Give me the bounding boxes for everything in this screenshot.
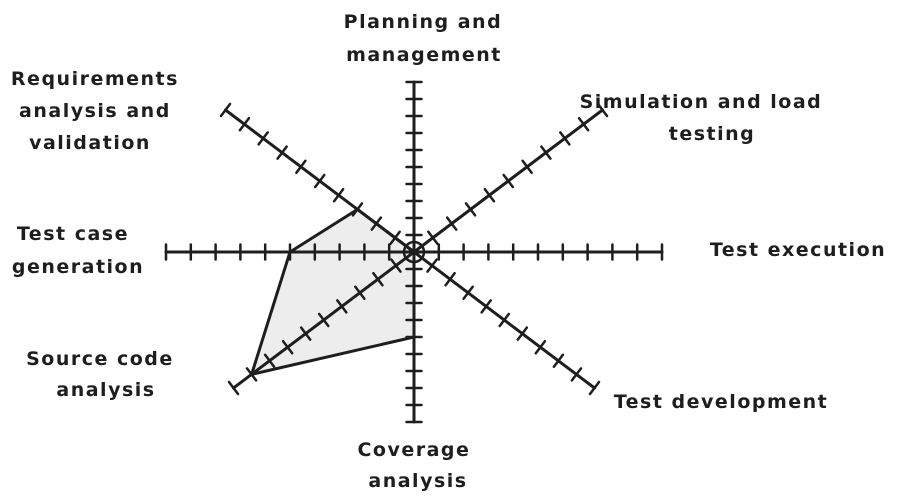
tick-simulation-4 <box>483 187 496 203</box>
label-coverage: Coverage analysis <box>357 439 478 492</box>
tick-development-6 <box>516 326 529 341</box>
axes-layer <box>164 80 664 424</box>
tick-requirements-4 <box>332 187 345 203</box>
tick-requirements-5 <box>313 173 326 189</box>
tick-development-9 <box>570 367 583 382</box>
tick-development-2 <box>444 271 456 287</box>
tick-source-2 <box>372 271 384 287</box>
tick-simulation-6 <box>521 159 533 175</box>
tick-simulation-1 <box>427 230 439 246</box>
label-requirements: Requirements analysis and validation <box>11 68 187 154</box>
tick-source-7 <box>281 339 294 355</box>
tick-simulation-9 <box>577 116 590 132</box>
label-planning: Planning and management <box>344 11 511 66</box>
tick-requirements-1 <box>389 230 401 246</box>
tick-requirements-3 <box>351 202 364 217</box>
tick-development-5 <box>498 312 511 328</box>
tick-development-8 <box>552 353 565 369</box>
tick-simulation-3 <box>464 202 477 217</box>
tick-requirements-6 <box>295 159 307 175</box>
tick-simulation-2 <box>445 216 458 231</box>
tick-development-3 <box>462 285 474 301</box>
label-execution: Test execution <box>710 239 886 261</box>
center-mark <box>402 240 426 264</box>
label-source: Source code analysis <box>26 348 182 401</box>
tick-simulation-8 <box>559 131 571 146</box>
label-development: Test development <box>614 391 829 413</box>
label-simulation: Simulation and load testing <box>580 91 831 145</box>
tick-simulation-10 <box>596 102 609 118</box>
tick-source-6 <box>299 326 312 341</box>
tick-development-4 <box>480 299 492 314</box>
tick-simulation-5 <box>502 173 515 189</box>
tick-requirements-8 <box>257 131 269 146</box>
tick-source-8 <box>263 353 276 369</box>
tick-development-7 <box>534 339 547 355</box>
tick-requirements-10 <box>219 102 232 118</box>
tick-source-5 <box>317 312 330 328</box>
tick-requirements-9 <box>238 116 251 132</box>
label-testcase: Test case generation <box>12 223 144 278</box>
tick-requirements-2 <box>370 216 383 231</box>
tick-requirements-7 <box>276 145 288 160</box>
tick-source-10 <box>227 380 240 396</box>
tick-source-4 <box>336 299 348 314</box>
tick-development-10 <box>588 380 601 396</box>
tick-source-9 <box>245 367 258 382</box>
tick-development-1 <box>426 258 438 273</box>
tick-simulation-7 <box>540 145 552 160</box>
tick-source-1 <box>390 258 402 273</box>
tick-source-3 <box>354 285 366 301</box>
